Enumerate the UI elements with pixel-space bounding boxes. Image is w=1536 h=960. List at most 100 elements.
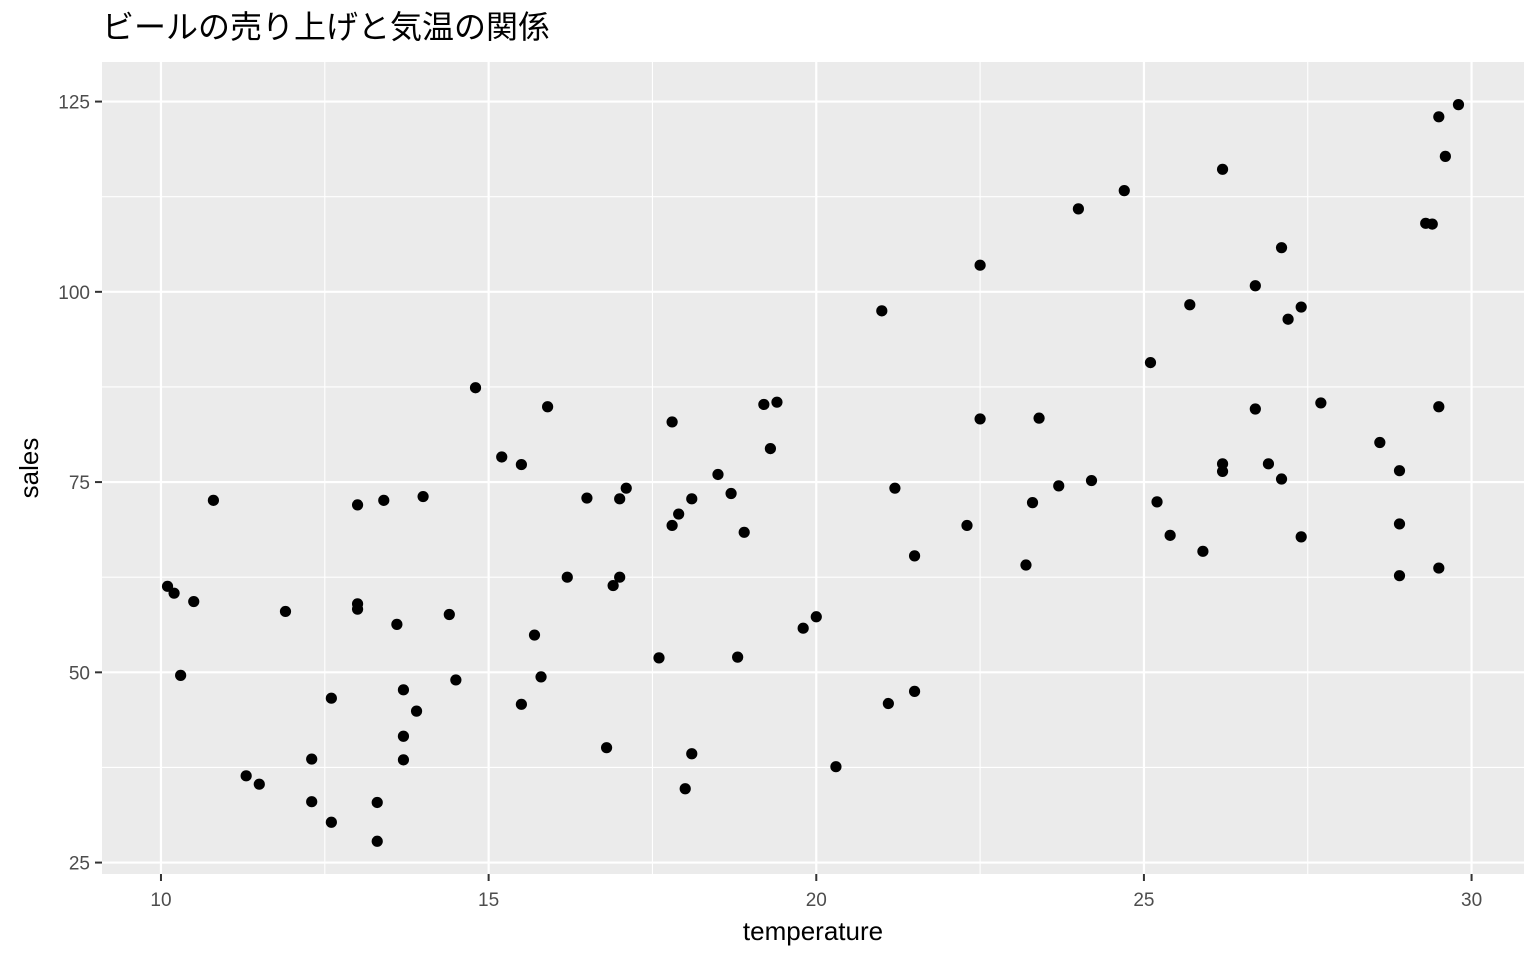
data-points — [161, 99, 1465, 847]
data-point — [1151, 496, 1163, 508]
data-point — [306, 796, 318, 808]
data-point — [443, 608, 455, 621]
data-point — [1144, 356, 1157, 369]
data-point — [561, 571, 573, 583]
data-point — [1262, 458, 1275, 470]
data-point — [306, 753, 318, 765]
x-tick-label: 10 — [150, 890, 171, 911]
data-point — [830, 761, 842, 773]
data-point — [1433, 111, 1445, 123]
data-point — [410, 705, 423, 717]
data-point — [397, 730, 410, 742]
data-point — [653, 652, 665, 664]
data-point — [620, 482, 632, 494]
data-point — [666, 416, 678, 428]
data-point — [771, 396, 783, 408]
data-point — [175, 669, 187, 681]
data-point — [469, 382, 482, 394]
data-point — [371, 835, 383, 847]
data-point — [397, 684, 410, 696]
data-point — [614, 571, 626, 583]
data-point — [1184, 299, 1196, 311]
data-point — [712, 468, 724, 481]
data-point — [417, 490, 429, 503]
data-point — [1439, 150, 1451, 162]
data-point — [581, 492, 593, 504]
data-point — [207, 494, 220, 506]
data-point — [325, 692, 337, 704]
data-point — [1426, 218, 1438, 230]
x-tick-label: 15 — [478, 890, 499, 911]
data-point — [168, 587, 180, 599]
data-point — [732, 651, 744, 663]
data-point — [1433, 562, 1445, 574]
data-point — [1275, 242, 1288, 254]
data-point — [1374, 436, 1386, 449]
data-point — [1249, 280, 1261, 292]
data-point — [1026, 497, 1039, 509]
y-tick-label: 75 — [69, 473, 90, 494]
data-point — [679, 783, 691, 795]
data-point — [351, 603, 364, 615]
data-point — [686, 493, 698, 505]
y-tick-label: 25 — [69, 854, 90, 875]
data-point — [686, 748, 698, 760]
y-axis-title: sales — [14, 438, 44, 499]
data-point — [797, 622, 809, 634]
x-axis-title: temperature — [743, 916, 883, 946]
data-point — [725, 487, 737, 500]
data-point — [542, 401, 554, 413]
data-point — [528, 629, 541, 641]
data-point — [1216, 163, 1229, 175]
data-point — [673, 508, 685, 520]
data-point — [600, 742, 613, 754]
data-point — [1020, 559, 1032, 571]
data-point — [450, 674, 462, 686]
data-point — [397, 754, 410, 766]
data-point — [1072, 203, 1084, 215]
data-point — [908, 685, 921, 697]
chart-title: ビールの売り上げと気温の関係 — [102, 8, 550, 46]
x-tick-label: 25 — [1133, 890, 1154, 911]
data-point — [240, 770, 252, 782]
data-point — [1452, 99, 1465, 111]
data-point — [535, 671, 547, 683]
data-point — [496, 451, 508, 463]
data-point — [1085, 474, 1098, 487]
x-axis: 10 15 20 25 30 — [150, 874, 1482, 911]
data-point — [974, 259, 986, 271]
data-point — [666, 519, 678, 532]
data-point — [515, 458, 527, 471]
y-tick-label: 50 — [69, 663, 90, 684]
data-point — [1164, 529, 1176, 541]
data-point — [1393, 465, 1406, 477]
data-point — [378, 494, 390, 506]
x-tick-label: 30 — [1461, 890, 1482, 911]
plot-panel — [102, 62, 1524, 874]
data-point — [391, 618, 403, 630]
data-point — [889, 482, 901, 494]
data-point — [188, 595, 200, 608]
data-point — [1216, 465, 1229, 478]
y-axis: 25 50 75 100 125 — [58, 93, 102, 875]
x-tick-label: 20 — [806, 890, 827, 911]
data-point — [1295, 301, 1307, 313]
data-point — [279, 605, 292, 618]
data-point — [325, 816, 337, 828]
data-point — [961, 519, 973, 532]
data-point — [738, 526, 750, 538]
data-point — [1033, 412, 1045, 424]
data-point — [1197, 545, 1209, 557]
data-point — [351, 499, 364, 511]
data-point — [1053, 480, 1065, 492]
data-point — [1315, 397, 1327, 409]
major-gridlines — [102, 62, 1524, 874]
data-point — [1118, 185, 1130, 197]
data-point — [1282, 313, 1294, 325]
data-point — [371, 796, 383, 809]
data-point — [1275, 473, 1288, 485]
minor-gridlines — [102, 62, 1524, 874]
data-point — [764, 442, 777, 455]
data-point — [515, 698, 527, 710]
